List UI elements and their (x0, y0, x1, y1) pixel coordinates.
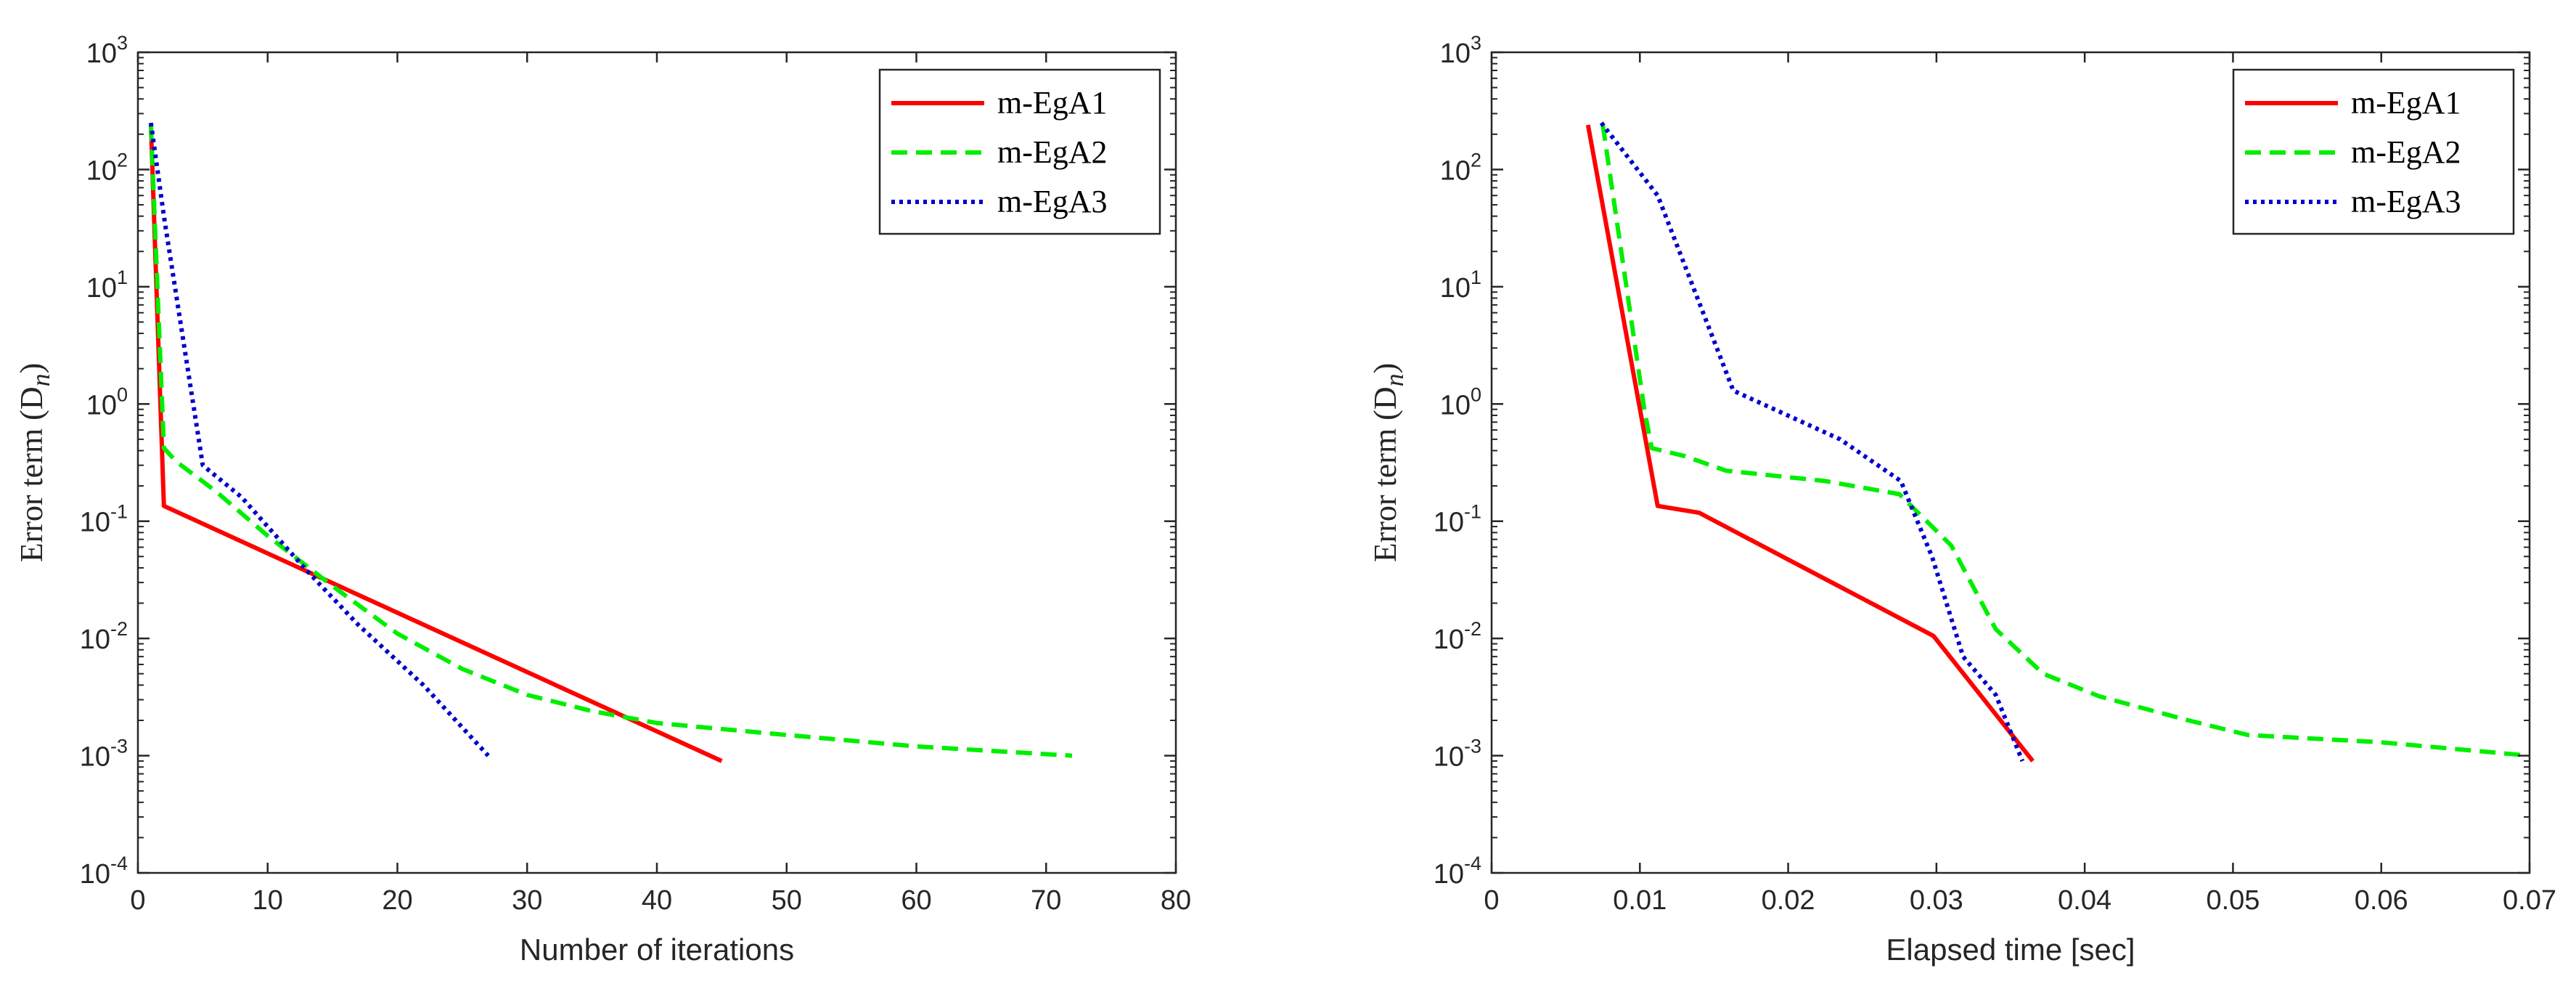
marks-time (1585, 121, 2530, 763)
x-tick-label: 0.05 (2206, 885, 2260, 916)
x-tick-label: 0 (1484, 885, 1499, 916)
legend-label-m-EgA3: m-EgA3 (2351, 184, 2461, 219)
y-tick-label: 10-1 (1434, 501, 1481, 538)
x-tick-label: 0.03 (1910, 885, 1963, 916)
y-tick-label: 10-4 (1434, 853, 1481, 890)
x-tick-label: 80 (1161, 885, 1191, 916)
axes-box (1490, 51, 2531, 874)
series-line-m-EgA3 (1599, 121, 2025, 763)
x-tick-label: 0.01 (1613, 885, 1667, 916)
x-tick-label: 50 (772, 885, 802, 916)
ylabel-time: Error term (Dn) (1367, 363, 1409, 563)
y-tick-label: 10-2 (1434, 618, 1481, 655)
axes-iterations: 0 10 20 30 40 50 60 70 80 10-4 10-3 10-2 10-1 100 101 1… (80, 32, 1191, 916)
series-line-m-EgA1 (1585, 124, 2035, 763)
x-tick-label: 0 (130, 885, 145, 916)
legend-time: m-EgA1 m-EgA2 m-EgA3 (2232, 68, 2515, 235)
x-tick-label: 0.02 (1762, 885, 1815, 916)
x-tick-label: 60 (901, 885, 931, 916)
x-tick-label: 10 (253, 885, 283, 916)
y-tick-label: 10-3 (1434, 736, 1481, 773)
x-tick-label: 30 (512, 885, 542, 916)
y-tick-label: 101 (86, 267, 128, 304)
y-tick-label: 100 (86, 383, 128, 420)
y-tick-label: 10-3 (80, 736, 128, 773)
series-line-m-EgA3 (148, 122, 490, 757)
x-tick-label: 0.04 (2058, 885, 2111, 916)
legend-label-m-EgA3: m-EgA3 (997, 184, 1108, 219)
x-tick-label: 70 (1031, 885, 1061, 916)
y-tick-label: 101 (1440, 267, 1481, 304)
legend-label-m-EgA2: m-EgA2 (997, 134, 1108, 170)
ylabel-iterations: Error term (Dn) (14, 363, 55, 563)
y-tick-label: 103 (86, 32, 128, 69)
y-tick-label: 10-2 (80, 618, 128, 655)
y-tick-label: 100 (1440, 383, 1481, 420)
y-tick-label: 102 (1440, 149, 1481, 186)
legend-label-m-EgA1: m-EgA1 (2351, 85, 2461, 121)
y-tick-label: 103 (1440, 32, 1481, 69)
xlabel-iterations: Number of iterations (520, 932, 794, 967)
legend-iterations: m-EgA1 m-EgA2 m-EgA3 (878, 68, 1161, 235)
x-tick-label: 20 (382, 885, 412, 916)
xlabel-time: Elapsed time [sec] (1886, 932, 2135, 967)
x-tick-label: 0.06 (2355, 885, 2408, 916)
x-tick-label: 40 (642, 885, 672, 916)
legend-label-m-EgA1: m-EgA1 (997, 85, 1108, 121)
chart-time: 0 0.01 0.02 0.03 0.04 0.05 0.06 0.07 10-4 10-3 10-… (1367, 32, 2556, 967)
axes-time: 0 0.01 0.02 0.03 0.04 0.05 0.06 0.07 10-4 10-3 10-… (1434, 32, 2556, 916)
series-line-m-EgA2 (148, 124, 1073, 758)
x-tick-label: 0.07 (2503, 885, 2556, 916)
series-line-m-EgA2 (1600, 124, 2530, 758)
y-tick-label: 10-4 (80, 853, 128, 890)
chart-iterations: 0 10 20 30 40 50 60 70 80 10-4 10-3 10-2 10-1 100 101 1… (14, 32, 1191, 967)
marks-iterations (148, 122, 1073, 763)
legend-label-m-EgA2: m-EgA2 (2351, 134, 2461, 170)
y-tick-label: 102 (86, 149, 128, 186)
y-tick-label: 10-1 (80, 501, 128, 538)
